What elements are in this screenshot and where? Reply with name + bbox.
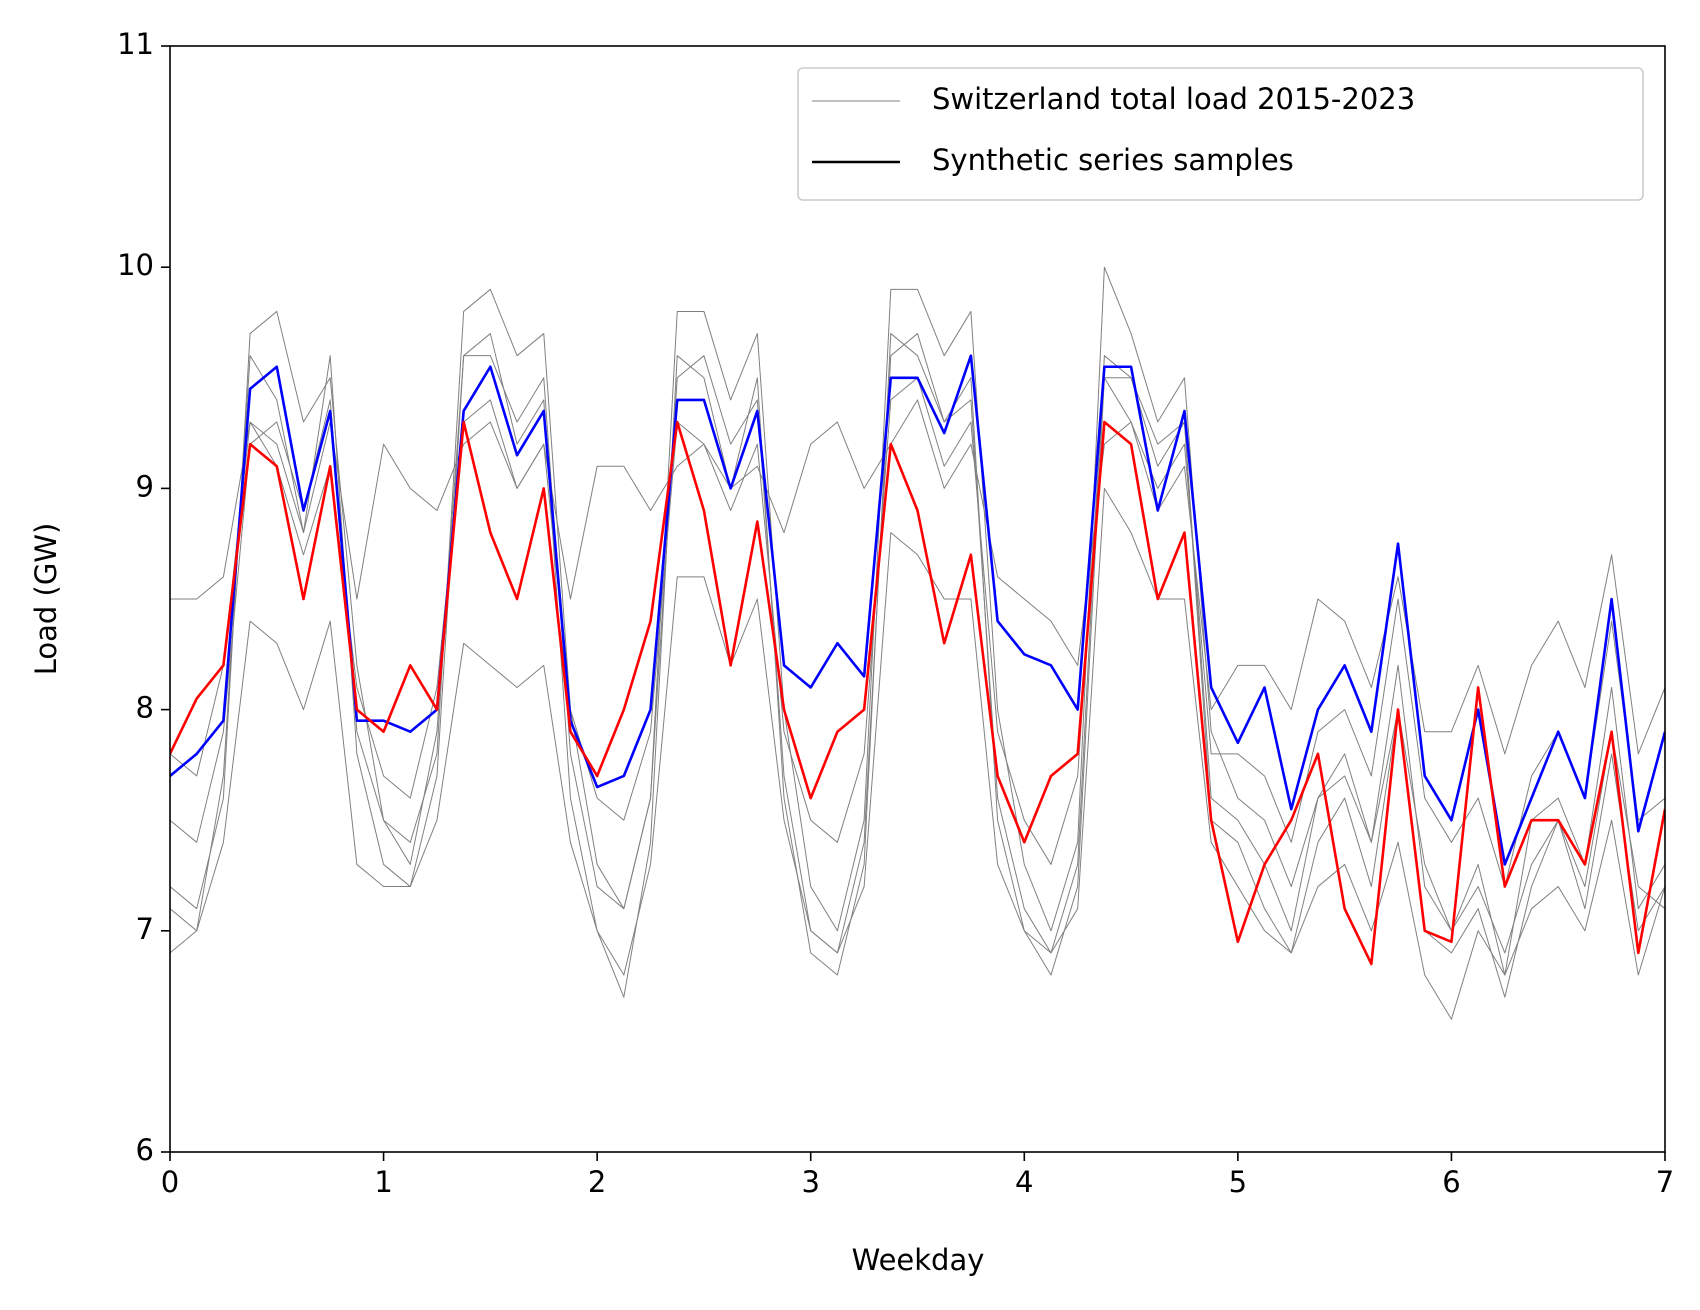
series-line [170,399,1665,755]
x-tick-label: 6 [1442,1165,1460,1199]
legend: Switzerland total load 2015-2023 Syntheti… [797,67,1644,201]
y-tick-label: 11 [117,27,154,61]
y-tick-label: 8 [136,691,154,725]
series-line [170,487,1665,1020]
y-tick-label: 9 [136,469,154,503]
legend-label: Switzerland total load 2015-2023 [932,82,1415,116]
x-tick-label: 2 [588,1165,606,1199]
plot-area [170,266,1665,1020]
series-line [170,333,1665,976]
x-tick-label: 5 [1229,1165,1247,1199]
plot-frame [169,45,1666,1153]
x-tick-label: 7 [1656,1165,1674,1199]
y-tick-label: 7 [136,912,154,946]
x-tick-label: 0 [161,1165,179,1199]
y-axis-label: Load (GW) [29,523,63,676]
y-tick-label: 10 [117,248,154,282]
series-line [170,420,1665,966]
series-line [170,354,1665,866]
y-tick-label: 6 [136,1133,154,1167]
legend-box [797,67,1644,201]
x-tick-label: 1 [374,1165,392,1199]
x-tick-label: 4 [1015,1165,1033,1199]
x-tick-label: 3 [801,1165,819,1199]
x-axis-label: Weekday [852,1243,985,1277]
legend-label: Synthetic series samples [932,143,1294,177]
